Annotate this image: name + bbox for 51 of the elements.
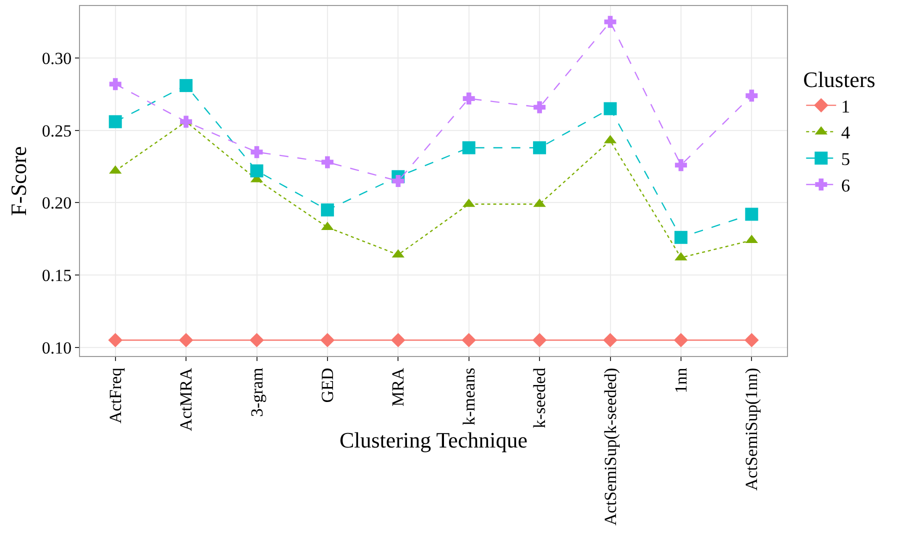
y-tick-label: 0.20 [42,194,72,213]
point [250,332,264,348]
point [320,203,334,216]
y-tick-label: 0.10 [42,338,72,358]
y-axis-title: F-Score [6,146,31,216]
x-tick-label: ActMRA [176,367,196,432]
x-tick-label: 1nn [671,367,690,394]
point [604,102,617,116]
point [744,332,759,348]
point [180,79,193,92]
x-tick-label: GED [318,368,337,403]
point [674,332,688,348]
y-tick-label: 0.30 [42,49,72,68]
point [321,156,334,168]
x-tick-label: k-means [459,368,478,426]
x-tick-label: k-seeded [530,367,550,428]
point [534,101,546,114]
x-tick-label: ActSemiSup(k-seeded) [600,368,620,526]
point [745,208,758,221]
point [462,332,476,348]
point [108,332,122,348]
x-tick-label: MRA [388,367,408,407]
y-tick-label: 0.25 [42,121,72,140]
point [674,159,687,172]
point [391,332,406,348]
point [674,230,688,244]
legend-title: Clusters [803,67,876,92]
legend-label: 1 [841,96,850,116]
legend-label: 4 [841,122,850,143]
point [532,332,547,348]
x-tick-label: 3-gram [247,368,266,417]
legend-label: 5 [841,149,850,170]
point [109,78,122,90]
x-tick-label: ActFreq [106,367,125,424]
point [462,92,475,105]
point [250,164,264,178]
point [320,332,335,348]
point [392,175,404,187]
point [533,141,546,154]
point [178,332,194,348]
point [180,116,192,128]
x-axis-title: Clustering Technique [339,427,528,452]
y-tick-label: 0.15 [42,266,72,285]
point [250,146,263,158]
legend-label: 6 [841,176,850,196]
point [462,141,476,154]
point [746,90,758,102]
point [604,16,616,28]
point [603,332,618,348]
point [108,115,122,128]
x-tick-label: ActSemiSup(1nn) [742,368,762,491]
